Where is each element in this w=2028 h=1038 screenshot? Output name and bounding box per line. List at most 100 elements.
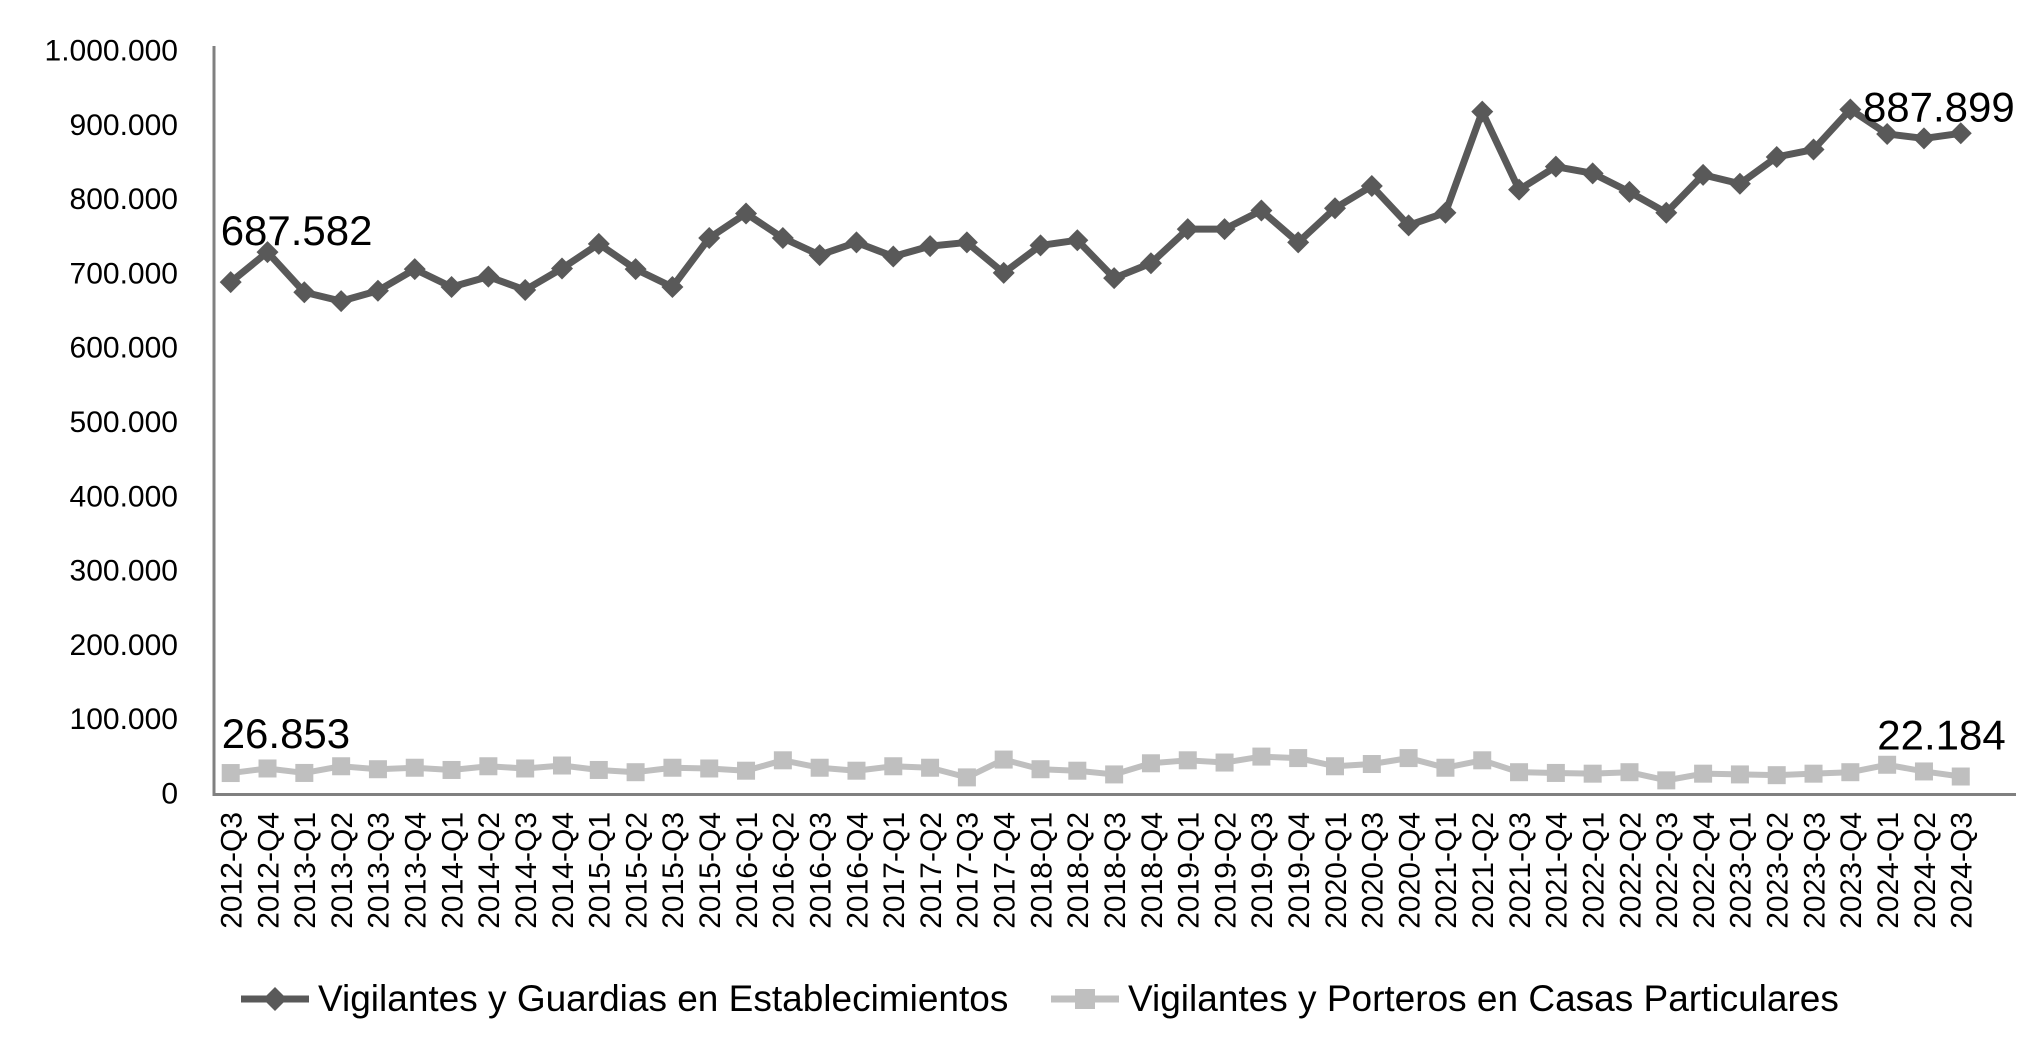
data-point-square (810, 758, 829, 777)
square-marker-icon (1075, 989, 1095, 1009)
x-tick-label: 2014-Q4 (547, 812, 580, 929)
data-point-diamond (219, 271, 242, 294)
data-point-diamond (403, 258, 426, 281)
data-point-diamond (1655, 201, 1678, 224)
x-tick-label: 2014-Q2 (473, 812, 506, 929)
data-point-diamond (735, 202, 758, 225)
data-point-diamond (1728, 172, 1751, 195)
x-tick-label: 2023-Q3 (1798, 812, 1831, 929)
x-tick-label: 2013-Q4 (400, 812, 433, 929)
x-tick-label: 2022-Q3 (1651, 812, 1684, 929)
data-point-diamond (477, 265, 500, 288)
data-point-diamond (1360, 174, 1383, 197)
data-point-square (1362, 755, 1381, 774)
data-point-square (479, 757, 498, 776)
x-tick-label: 2012-Q4 (252, 812, 285, 929)
data-point-diamond (1765, 145, 1788, 168)
y-tick-label: 600.000 (70, 332, 178, 365)
data-point-diamond (1397, 214, 1420, 237)
data-point-diamond (366, 279, 389, 302)
x-tick-label: 2019-Q1 (1173, 812, 1206, 929)
x-tick-label: 2023-Q2 (1762, 812, 1795, 929)
data-point-square (1878, 755, 1897, 774)
data-point-square (884, 757, 903, 776)
data-point-diamond (808, 244, 831, 267)
x-tick-label: 2018-Q3 (1099, 812, 1132, 929)
x-tick-label: 2018-Q4 (1136, 812, 1169, 929)
data-point-square (1289, 749, 1308, 768)
data-point-diamond (440, 276, 463, 299)
data-point-square (1583, 764, 1602, 783)
data-point-diamond (1287, 231, 1310, 254)
data-point-square (737, 761, 756, 780)
x-tick-label: 2016-Q4 (841, 812, 874, 929)
data-point-diamond (1250, 199, 1273, 222)
data-point-square (1694, 764, 1713, 783)
data-point-diamond (330, 290, 353, 313)
x-tick-label: 2016-Q2 (768, 812, 801, 929)
data-point-diamond (550, 257, 573, 280)
data-point-diamond (1103, 267, 1126, 290)
data-point-diamond (1066, 229, 1089, 252)
data-point-square (921, 758, 940, 777)
data-point-diamond (845, 231, 868, 254)
data-point-diamond (587, 232, 610, 255)
data-point-square (1252, 747, 1271, 766)
x-tick-label: 2014-Q3 (510, 812, 543, 929)
data-point-square (1510, 763, 1529, 782)
data-point-square (1141, 754, 1160, 773)
x-tick-label: 2016-Q1 (731, 812, 764, 929)
data-point-square (773, 751, 792, 770)
data-point-diamond (1434, 201, 1457, 224)
legend-swatch-diamond-line (241, 987, 309, 1011)
x-tick-label: 2017-Q3 (952, 812, 985, 929)
data-point-square (295, 763, 314, 782)
x-tick-label: 2024-Q3 (1946, 812, 1979, 929)
data-point-square (1399, 749, 1418, 768)
data-point-diamond (771, 226, 794, 249)
data-point-diamond (1949, 122, 1972, 145)
legend-item-casas-particulares: Vigilantes y Porteros en Casas Particula… (1050, 978, 1839, 1020)
data-point-square (1841, 763, 1860, 782)
x-tick-label: 2014-Q1 (436, 812, 469, 929)
x-tick-label: 2019-Q4 (1283, 812, 1316, 929)
x-tick-label: 2016-Q3 (804, 812, 837, 929)
legend-swatch-square-line (1051, 989, 1119, 1009)
x-tick-label: 2021-Q4 (1541, 812, 1574, 929)
y-tick-label: 500.000 (70, 406, 178, 439)
x-tick-label: 2015-Q4 (694, 812, 727, 929)
x-tick-label: 2015-Q3 (657, 812, 690, 929)
data-point-diamond (1213, 218, 1236, 241)
data-point-diamond (1029, 234, 1052, 257)
data-point-square (626, 763, 645, 782)
data-point-square (1657, 771, 1676, 790)
data-point-diamond (1324, 197, 1346, 220)
x-tick-label: 2013-Q1 (289, 812, 322, 929)
data-point-square (221, 764, 240, 783)
data-point-diamond (1876, 122, 1899, 145)
data-point-square (1473, 751, 1492, 770)
x-tick-label: 2020-Q1 (1320, 812, 1353, 929)
x-tick-label: 2023-Q1 (1725, 812, 1758, 929)
y-tick-label: 900.000 (70, 109, 178, 142)
diamond-marker-icon (263, 987, 287, 1011)
y-tick-label: 100.000 (70, 703, 178, 736)
data-point-diamond (1912, 127, 1935, 150)
data-point-square (663, 758, 682, 777)
data-point-square (552, 756, 571, 775)
x-tick-label: 2024-Q2 (1909, 812, 1942, 929)
data-point-square (957, 768, 976, 787)
data-point-diamond (514, 278, 537, 301)
data-point-square (1546, 763, 1565, 782)
data-label: 687.582 (221, 207, 373, 254)
x-tick-label: 2013-Q3 (363, 812, 396, 929)
y-tick-label: 0 (161, 778, 178, 811)
data-point-square (1178, 751, 1197, 770)
x-tick-label: 2013-Q2 (326, 812, 359, 929)
data-point-square (1436, 758, 1455, 777)
x-tick-label: 2018-Q2 (1062, 812, 1095, 929)
data-point-square (405, 758, 424, 777)
data-point-diamond (919, 235, 942, 258)
data-point-square (1914, 762, 1933, 781)
